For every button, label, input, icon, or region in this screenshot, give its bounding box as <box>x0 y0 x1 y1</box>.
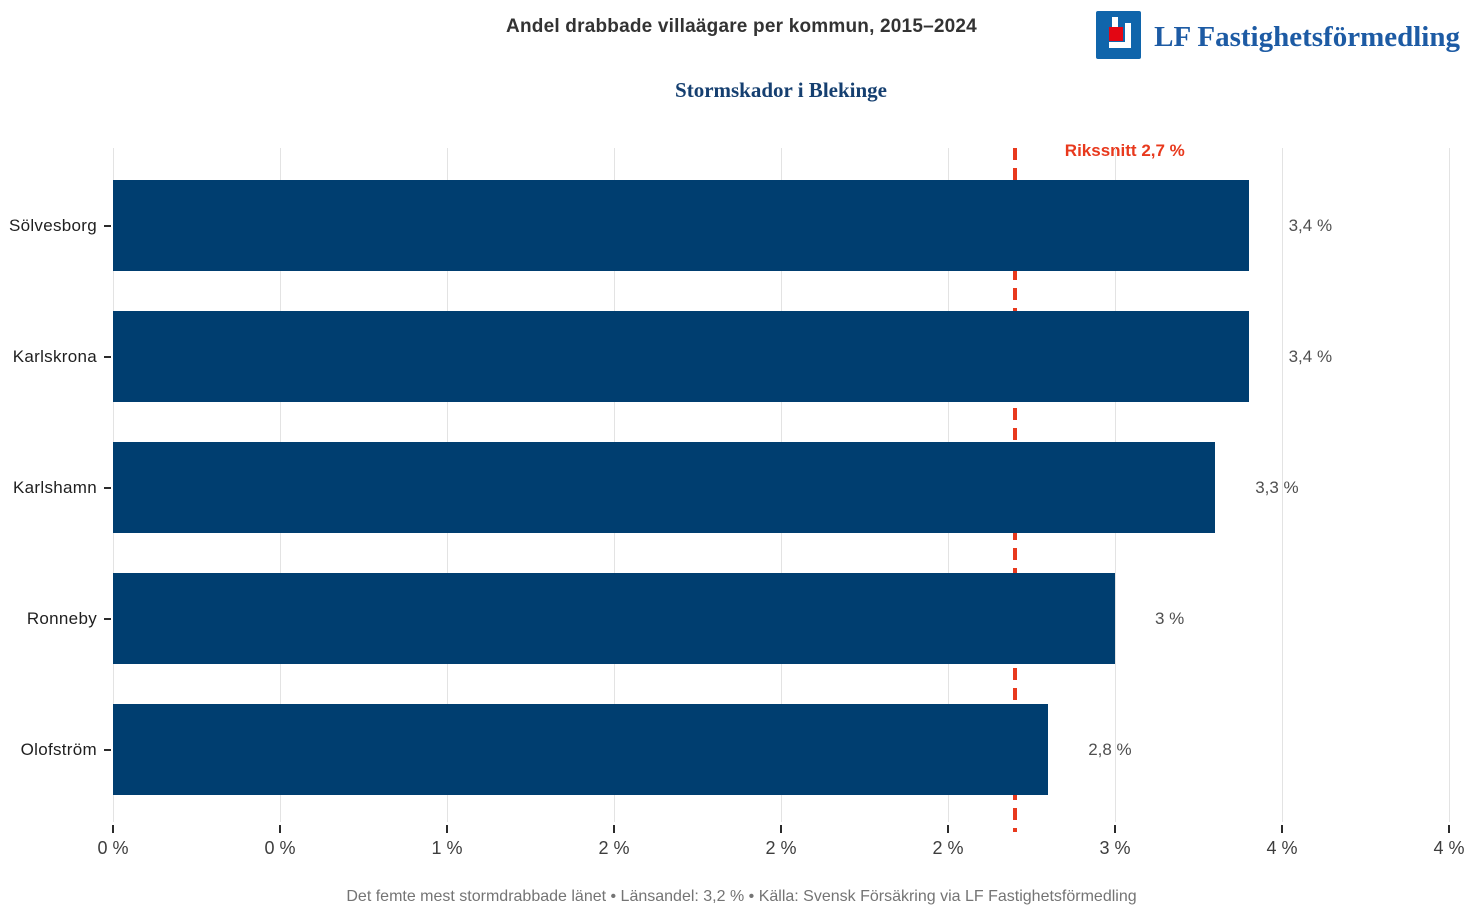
x-axis-tick-label: 0 % <box>97 838 129 858</box>
chart-subtitle: Stormskador i Blekinge <box>675 78 887 102</box>
x-axis-tick-label: 2 % <box>932 838 964 858</box>
x-axis-tick-label: 4 % <box>1433 838 1465 858</box>
x-axis-tick-label: 0 % <box>264 838 296 858</box>
bar-karlshamn <box>113 442 1216 533</box>
y-axis-labels: Sölvesborg Karlskrona Karlshamn Ronneby Olof… <box>0 148 97 822</box>
y-axis-tick <box>104 748 111 751</box>
x-axis-tick-label: 3 % <box>1099 838 1131 858</box>
x-axis-tick <box>1448 825 1450 833</box>
y-axis-tick <box>104 224 111 227</box>
logo-text: LF Fastighetsförmedling <box>1154 21 1460 53</box>
category-label-ronneby: Ronneby <box>26 608 97 628</box>
x-axis-tick-label: 4 % <box>1266 838 1298 858</box>
x-axis-tick <box>947 825 949 833</box>
category-label-karlskrona: Karlskrona <box>12 346 97 366</box>
y-axis-tick <box>104 617 111 620</box>
gridline <box>1282 148 1283 822</box>
x-axis-tick <box>279 825 281 833</box>
gridline <box>1449 148 1450 822</box>
x-axis-tick <box>780 825 782 833</box>
bar-olofström <box>113 704 1049 795</box>
lf-logo-icon <box>1096 11 1142 64</box>
bar-value-label: 3,3 % <box>1255 477 1299 497</box>
x-axis-tick <box>1281 825 1283 833</box>
category-label-sölvesborg: Sölvesborg <box>8 215 97 235</box>
x-axis-tick-label: 2 % <box>598 838 630 858</box>
bar-value-label: 2,8 % <box>1088 739 1132 759</box>
bar-value-label: 3 % <box>1155 608 1185 628</box>
category-label-olofström: Olofström <box>20 739 97 759</box>
x-axis-tick <box>1114 825 1116 833</box>
category-label-karlshamn: Karlshamn <box>13 477 97 497</box>
footer-caption: Det femte mest stormdrabbade länet • Län… <box>346 888 1137 905</box>
bar-value-label: 3,4 % <box>1288 215 1333 235</box>
x-axis-tick <box>446 825 448 833</box>
company-logo: LF Fastighetsförmedling <box>1096 11 1460 64</box>
x-axis-tick <box>613 825 615 833</box>
bar-sölvesborg <box>113 180 1249 271</box>
x-axis-tick-label: 2 % <box>765 838 797 858</box>
bar-karlskrona <box>113 311 1249 402</box>
y-axis-tick <box>104 486 111 489</box>
plot-area: Rikssnitt 2,7 % 3,4 % 3,4 % 3,3 % 3 % 2,8 % 0… <box>97 141 1464 858</box>
x-axis-tick <box>112 825 114 833</box>
chart-title: Andel drabbade villaägare per kommun, 20… <box>506 16 977 37</box>
y-axis-tick <box>104 355 111 358</box>
bar-value-label: 3,4 % <box>1288 346 1333 366</box>
bar-ronneby <box>113 573 1115 664</box>
reference-line-label: Rikssnitt 2,7 % <box>1064 141 1185 160</box>
x-axis-tick-label: 1 % <box>431 838 463 858</box>
